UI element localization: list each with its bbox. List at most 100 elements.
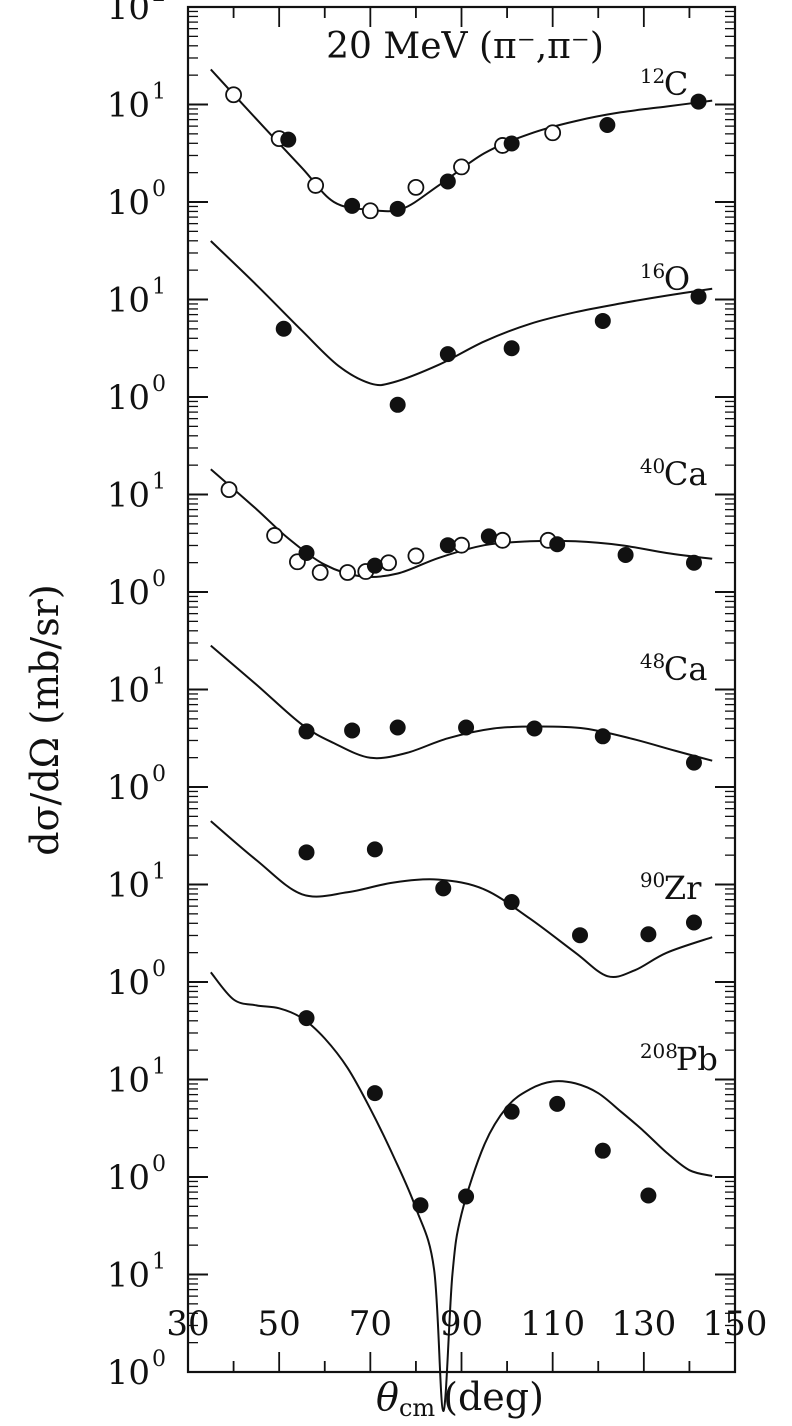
x-tick-label: 50 [258,1304,301,1344]
y-tick-label: 10 1 [107,470,166,516]
x-tick-label: 30 [166,1304,209,1344]
y-tick-label-base: 10 [107,671,150,711]
y-tick-label-exponent: 1 [152,470,166,495]
y-tick-label-exponent: 0 [152,1152,166,1177]
plot-frame-rect [186,5,737,1374]
y-tick-label-exponent: 1 [152,860,166,885]
filled-point-12C [280,131,297,148]
open-point-40Ca [453,536,470,554]
filled-point-12C [599,116,616,133]
fit-curve-40Ca [210,468,713,579]
filled-point-208Pb [366,1085,383,1102]
fit-curve-90Zr [210,820,713,979]
y-tick-label: 10 1 [107,860,166,906]
filled-point-90Zr [503,894,520,911]
isotope-element: C [664,65,688,103]
filled-point-208Pb [458,1188,475,1205]
fit-curve-16O [210,240,713,387]
y-tick-label-base: 10 [107,963,150,1003]
open-point-40Ca [339,564,356,581]
y-tick-label-base: 10 [107,476,150,516]
x-tick-label: 110 [520,1304,585,1344]
filled-point-16O [690,288,707,305]
filled-point-12C [503,135,520,152]
y-tick-label-base: 10 [107,183,150,223]
isotope-mass-number: 40 [640,454,665,478]
isotope-mass-number: 48 [640,649,665,673]
y-tick-label-exponent: 0 [152,372,166,397]
filled-point-90Zr [572,927,589,944]
y-tick-label: 10 1 [107,1250,166,1296]
y-tick-label: 10 1 [107,275,166,321]
filled-point-16O [389,396,406,413]
isotope-mass-number: 12 [640,64,665,88]
filled-point-16O [275,320,292,337]
open-point-12C [453,158,470,176]
y-tick-label: 10 0 [107,762,166,808]
fit-curves [210,68,713,1413]
open-point-40Ca [407,547,425,565]
open-point-12C [407,178,425,196]
y-tick-label-exponent: 1 [152,275,166,300]
filled-point-48Ca [344,722,361,739]
y-tick-label-exponent: 1 [152,1250,166,1275]
x-axis-title-symbol: θ [376,1375,399,1419]
filled-point-48Ca [526,720,543,737]
open-point-40Ca [380,554,397,572]
y-tick-label: 10 0 [107,1152,166,1198]
y-tick-label-base: 10 [107,378,150,418]
y-tick-label-exponent: 0 [152,762,166,787]
filled-point-48Ca [458,719,475,736]
filled-point-48Ca [389,719,406,736]
x-tick-labels: 30 50 70 90 110 130 150 [166,1304,767,1344]
open-point-40Ca [266,527,284,544]
y-tick-label: 10 0 [107,567,166,613]
filled-point-208Pb [594,1142,611,1159]
y-tick-label-exponent: 1 [152,665,166,690]
fit-curve-12C [210,68,713,213]
filled-point-12C [344,197,361,214]
y-tick-label-exponent: 0 [152,177,166,202]
y-tick-label-base: 10 [107,86,150,126]
y-tick-labels: 10 010 110 010 110 010 110 010 110 010 110 010 110 01… [107,0,166,1393]
x-tick-label: 150 [703,1304,768,1344]
y-tick-label-exponent: 0 [152,1347,166,1372]
y-tick-label: 102 [107,0,166,28]
x-tick-label: 70 [349,1304,392,1344]
filled-point-90Zr [298,844,315,861]
y-tick-label-base: 10 [107,866,150,906]
y-tick-label-exponent: 0 [152,567,166,592]
filled-point-40Ca [298,545,315,561]
filled-point-48Ca [594,728,611,745]
isotope-element: O [664,260,690,298]
open-point-40Ca [220,481,238,499]
filled-point-40Ca [617,546,634,563]
plot-frame [186,5,737,1374]
filled-point-90Zr [435,880,452,897]
x-axis-title: θcm (deg) [376,1375,544,1422]
y-tick-label: 10 1 [107,665,166,711]
filled-point-208Pb [503,1103,520,1120]
isotope-mass-number: 90 [640,868,665,892]
filled-point-40Ca [685,554,702,571]
filled-point-48Ca [298,723,315,740]
filled-point-16O [594,312,611,329]
y-tick-label-base: 10 [107,1158,150,1198]
y-tick-label-exponent: 0 [152,957,166,982]
y-tick-label-base: 10 [107,573,150,613]
y-axis-title: dσ/dΩ (mb/sr) [23,584,67,855]
x-axis-title-unit: (deg) [443,1375,544,1419]
y-tick-label: 10 1 [107,80,166,126]
y-tick-label: 10 0 [107,957,166,1003]
open-point-40Ca [311,564,329,581]
data-points [220,86,707,1214]
y-tick-label: 10 0 [107,1347,166,1393]
chart-title: 20 MeV (π⁻,π⁻) [326,26,604,67]
y-tick-label-base: 10 [107,281,150,321]
x-tick-label: 90 [440,1304,483,1344]
